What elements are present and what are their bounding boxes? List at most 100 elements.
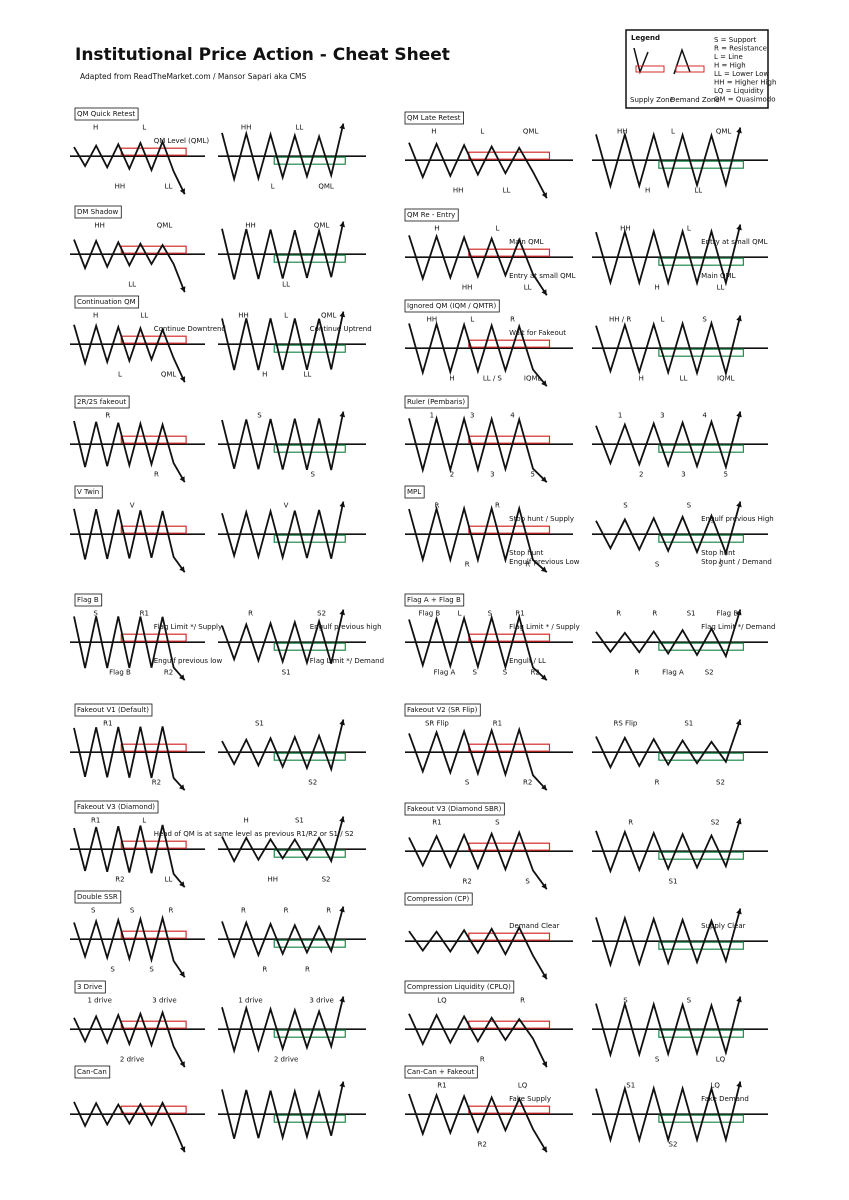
- section-title-box: [404, 208, 459, 222]
- price-path: [73, 322, 186, 383]
- section-title: Fakeout V2 (SR Flip): [407, 706, 478, 714]
- arrow-head: [179, 566, 185, 573]
- arrow-head: [736, 908, 742, 915]
- legend-item: L = Line: [714, 53, 743, 61]
- diagram-label: 5: [530, 471, 534, 479]
- diagram-note: Flag Limit */ Supply: [154, 623, 222, 631]
- diagram-label: H: [93, 123, 98, 131]
- demand-zone: [658, 752, 744, 761]
- diagram-note: QM Level (QML): [154, 137, 210, 145]
- diagram-note: Continue Downtrend: [154, 325, 226, 333]
- supply-zone: [120, 525, 187, 534]
- diagram-note: Demand Clear: [509, 922, 559, 930]
- diagram-label: S1: [282, 669, 291, 677]
- diagram-label: LQ: [716, 1056, 726, 1064]
- demand-zone: [273, 1114, 346, 1123]
- diagram-label: S: [503, 669, 508, 677]
- diagram-label: S: [110, 966, 115, 974]
- diagram-label: 4: [510, 411, 515, 419]
- diagram-label: 3: [470, 411, 474, 419]
- price-path: [221, 719, 345, 773]
- diagram-note: Wait for Fakeout: [509, 329, 566, 337]
- diagram-label: HH: [620, 224, 631, 232]
- supply-zone: [468, 525, 551, 534]
- section-title-box: [404, 485, 425, 499]
- diagram-label: S: [655, 1056, 660, 1064]
- diagram-label: R: [520, 996, 525, 1004]
- diagram-label: LQ: [710, 1081, 720, 1089]
- section-title-box: [404, 1065, 478, 1079]
- section-title: MPL: [407, 488, 421, 496]
- diagram-note: Flag Limit */ Demand: [310, 657, 384, 665]
- section-title-box: [404, 892, 473, 906]
- section-title-box: [404, 111, 464, 125]
- diagram-label: Flag A: [662, 669, 684, 677]
- diagram-label: QML: [161, 371, 177, 379]
- diagram-label: S: [488, 609, 493, 617]
- diagram-label: S2: [317, 609, 326, 617]
- arrow-head: [180, 286, 186, 293]
- page-subtitle: Adapted from ReadTheMarket.com / Mansor …: [80, 72, 306, 81]
- arrow-head: [541, 973, 547, 980]
- section-title: Fakeout V1 (Default): [77, 706, 149, 714]
- diagram-label: 3 drive: [152, 996, 176, 1004]
- diagram-label: S: [655, 561, 660, 569]
- price-path: [73, 139, 186, 195]
- diagram-label: S: [130, 906, 135, 914]
- price-path: [221, 906, 345, 960]
- arrow-head: [541, 883, 547, 890]
- arrow-head: [540, 674, 547, 681]
- diagram-label: L: [458, 609, 462, 617]
- diagram-label: LL: [295, 123, 303, 131]
- diagram-label: S1: [687, 609, 696, 617]
- price-path: [595, 908, 742, 968]
- section-title: QM Re - Entry: [407, 211, 455, 219]
- diagram-label: QML: [157, 221, 173, 229]
- price-path: [73, 1100, 186, 1153]
- diagram-label: 5: [724, 471, 728, 479]
- section-title: Fakeout V3 (Diamond): [77, 803, 155, 811]
- diagram-label: R2: [478, 1141, 487, 1149]
- legend-supply-zone: [635, 65, 665, 73]
- section-title-box: [74, 593, 103, 607]
- supply-zone: [120, 743, 187, 752]
- diagram-label: L: [271, 183, 275, 191]
- diagram-label: R2: [462, 878, 471, 886]
- diagram-note: Engulf / LL: [509, 657, 546, 665]
- section-title-box: [74, 980, 106, 994]
- price-path: [595, 719, 742, 770]
- section-title-box: [74, 1065, 111, 1079]
- section-title: Ignored QM (IQM / QMTR): [407, 302, 497, 310]
- demand-zone: [273, 344, 346, 353]
- diagram-label: 2 drive: [120, 1056, 144, 1064]
- diagram-label: S: [472, 669, 477, 677]
- diagram-label: 3: [681, 471, 685, 479]
- section-title: Compression (CP): [407, 895, 469, 903]
- diagram-label: 3: [490, 471, 494, 479]
- price-path: [221, 311, 345, 371]
- section-title-box: [74, 107, 139, 121]
- arrow-head: [736, 315, 742, 322]
- price-path: [73, 420, 186, 483]
- arrow-head: [541, 192, 547, 199]
- diagram-label: R: [284, 906, 289, 914]
- section-title: Ruler (Pembaris): [407, 398, 465, 406]
- arrow-head: [735, 719, 742, 726]
- diagram-label: S1: [626, 1081, 635, 1089]
- diagram-label: H: [645, 187, 650, 195]
- diagram-note: Entry at small QML: [509, 272, 576, 280]
- diagram-label: R1: [140, 609, 149, 617]
- legend-item: H = High: [714, 62, 746, 70]
- diagram-note: Engulf previous low: [154, 657, 223, 665]
- diagram-label: IQML: [717, 375, 735, 383]
- diagram-label: L: [660, 315, 664, 323]
- diagram-label: R: [628, 818, 633, 826]
- diagram-label: S1: [669, 878, 678, 886]
- demand-zone: [273, 534, 346, 543]
- diagram-note: Engulf previous High: [701, 515, 774, 523]
- section-title: 2R/2S fakeout: [77, 398, 126, 406]
- arrow-head: [541, 289, 547, 296]
- diagram-label: Flag B: [109, 669, 131, 677]
- section-title-box: [404, 395, 469, 409]
- diagram-label: S1: [684, 719, 693, 727]
